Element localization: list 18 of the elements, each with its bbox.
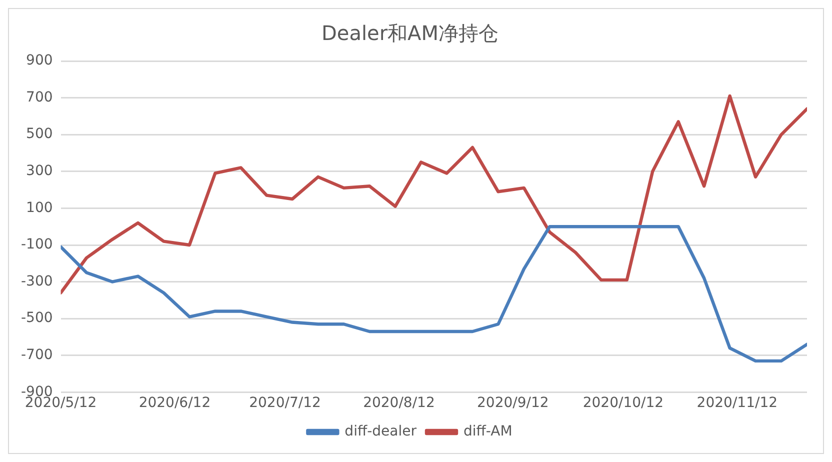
x-tick-label: 2020/7/12 <box>249 395 321 412</box>
y-tick-label: 900 <box>26 52 53 69</box>
y-tick-label: 700 <box>26 89 53 106</box>
x-tick-label: 2020/9/12 <box>477 395 549 412</box>
x-tick-label: 2020/11/12 <box>696 395 778 412</box>
x-tick-label: 2020/8/12 <box>363 395 435 412</box>
y-tick-label: 500 <box>26 126 53 142</box>
y-tick-label: -100 <box>20 236 53 253</box>
y-tick-label: -300 <box>20 273 53 290</box>
y-tick-label: 300 <box>26 163 53 180</box>
x-tick-label: 2020/10/12 <box>582 395 664 412</box>
y-tick-label: 100 <box>26 200 53 216</box>
legend-label: diff-dealer <box>344 424 417 440</box>
chart-title: Dealer和AM净持仓 <box>322 21 498 46</box>
legend-label: diff-AM <box>463 424 512 440</box>
y-tick-label: -700 <box>20 347 53 364</box>
y-tick-label: -500 <box>20 310 53 326</box>
x-tick-label: 2020/6/12 <box>138 395 211 412</box>
